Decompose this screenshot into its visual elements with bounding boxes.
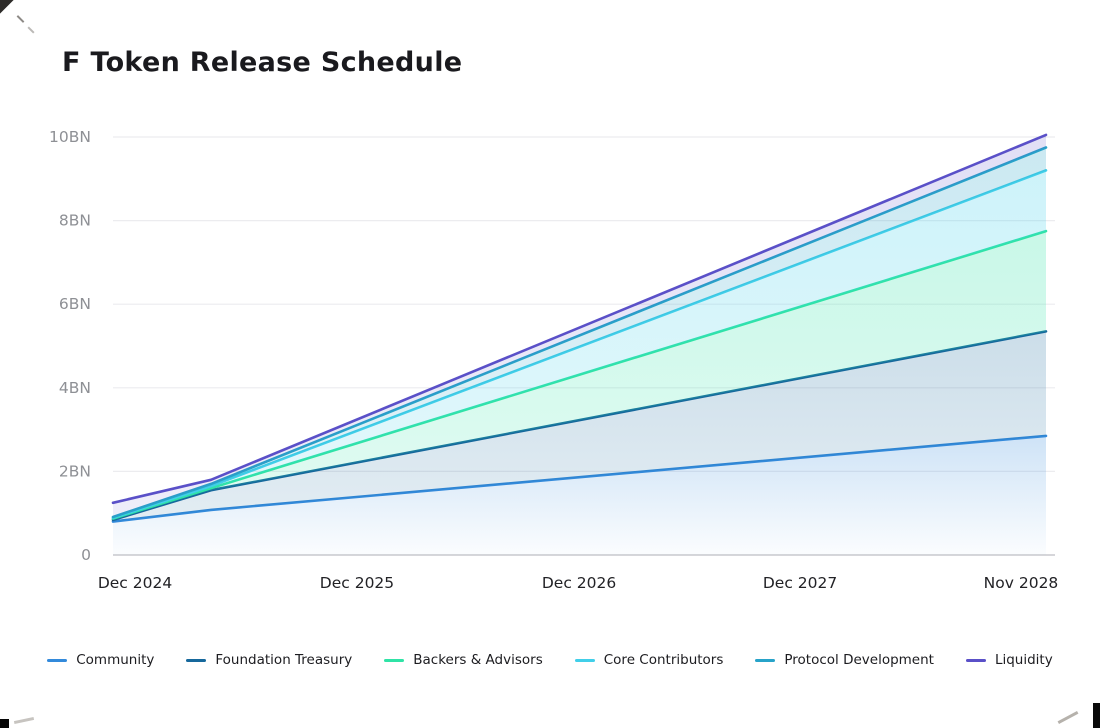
legend-item-liquidity[interactable]: Liquidity <box>965 652 1053 668</box>
screenshot-artifact-bottom-left-corner <box>0 719 9 728</box>
legend-swatch <box>965 658 986 662</box>
x-axis-tick-label: Dec 2025 <box>320 574 394 592</box>
legend-swatch <box>47 658 68 662</box>
screenshot-artifact-bottom-right-bar <box>1093 703 1100 728</box>
chart-legend: Community Foundation Treasury Backers & Ad… <box>0 652 1100 668</box>
legend-label: Core Contributors <box>603 652 724 668</box>
legend-label: Protocol Development <box>784 652 934 668</box>
legend-label: Community <box>76 652 155 668</box>
y-axis-tick-label: 4BN <box>59 379 91 397</box>
y-axis-tick-label: 0 <box>81 546 91 564</box>
x-axis-tick-label: Dec 2024 <box>98 574 172 592</box>
legend-swatch <box>755 658 776 662</box>
series-area-community <box>113 435 1046 555</box>
y-axis-tick-label: 2BN <box>59 462 91 480</box>
series-area-foundation-treasury <box>113 331 1046 522</box>
legend-item-community[interactable]: Community <box>47 652 154 668</box>
y-axis-tick-label: 10BN <box>49 128 91 146</box>
legend-swatch <box>186 658 207 662</box>
legend-item-foundation-treasury[interactable]: Foundation Treasury <box>186 652 352 668</box>
legend-item-backers-advisors[interactable]: Backers & Advisors <box>384 652 543 668</box>
legend-label: Backers & Advisors <box>413 652 543 668</box>
legend-swatch <box>574 658 595 662</box>
series-line-liquidity <box>111 133 1048 505</box>
legend-swatch <box>384 658 405 662</box>
x-axis-tick-label: Dec 2027 <box>763 574 837 592</box>
x-axis-tick-label: Nov 2028 <box>984 574 1059 592</box>
y-axis-tick-label: 6BN <box>59 295 91 313</box>
legend-item-core-contributors[interactable]: Core Contributors <box>574 652 724 668</box>
legend-label: Liquidity <box>994 652 1053 668</box>
x-axis-tick-label: Dec 2026 <box>542 574 616 592</box>
legend-label: Foundation Treasury <box>215 652 353 668</box>
legend-item-protocol-development[interactable]: Protocol Development <box>755 652 934 668</box>
page-title: F Token Release Schedule <box>62 47 463 78</box>
y-axis-tick-label: 8BN <box>59 212 91 230</box>
